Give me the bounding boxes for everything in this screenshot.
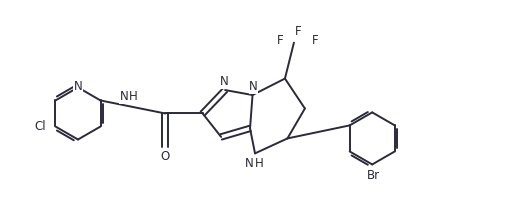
Text: H: H <box>128 91 137 103</box>
Text: N: N <box>74 80 82 93</box>
Text: F: F <box>277 34 283 47</box>
Text: N: N <box>120 91 128 103</box>
Text: Br: Br <box>367 169 380 182</box>
Text: Cl: Cl <box>35 120 47 133</box>
Text: H: H <box>254 157 263 170</box>
Text: O: O <box>161 150 170 163</box>
Text: N: N <box>249 80 258 93</box>
Text: N: N <box>245 157 253 170</box>
Text: N: N <box>220 75 228 88</box>
Text: F: F <box>295 25 301 38</box>
Text: F: F <box>312 34 318 47</box>
